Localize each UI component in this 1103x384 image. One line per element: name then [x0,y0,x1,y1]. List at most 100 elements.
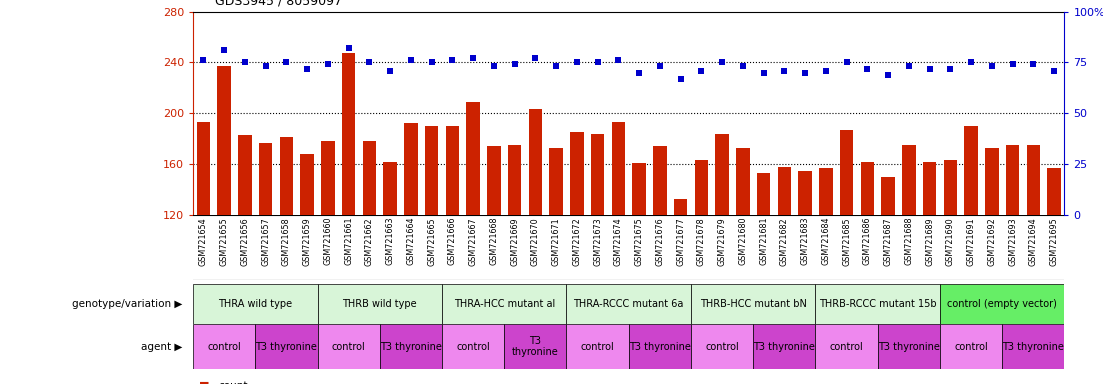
Text: GSM721672: GSM721672 [572,217,581,266]
Text: control: control [829,341,864,352]
Text: GSM721692: GSM721692 [987,217,996,266]
Point [278,59,296,65]
Bar [318,324,379,369]
Bar [923,162,936,215]
Bar [611,122,625,215]
Point [422,59,440,65]
Text: GSM721673: GSM721673 [593,217,602,266]
Bar [690,284,815,324]
Point [900,63,918,70]
Text: control: control [705,341,739,352]
Text: GSM721686: GSM721686 [863,217,871,265]
Text: GSM721657: GSM721657 [261,217,270,266]
Point [526,55,544,61]
Text: GSM721671: GSM721671 [552,217,560,266]
Text: GSM721682: GSM721682 [780,217,789,266]
Text: GDS3945 / 8059097: GDS3945 / 8059097 [215,0,342,8]
Text: T3 thyronine: T3 thyronine [753,341,815,352]
Bar [238,135,251,215]
Text: THRA-HCC mutant al: THRA-HCC mutant al [453,299,555,310]
Bar [690,324,753,369]
Bar [985,147,998,215]
Text: GSM721658: GSM721658 [282,217,291,266]
Point [589,59,607,65]
Text: GSM721683: GSM721683 [801,217,810,265]
Text: control: control [580,341,614,352]
Text: control: control [332,341,365,352]
Text: THRB wild type: THRB wild type [342,299,417,310]
Bar [504,324,567,369]
Bar [379,324,442,369]
Text: ■: ■ [199,381,210,384]
Bar [1003,324,1064,369]
Text: T3 thyronine: T3 thyronine [629,341,690,352]
Text: THRB-HCC mutant bN: THRB-HCC mutant bN [699,299,806,310]
Bar [255,324,318,369]
Text: GSM721690: GSM721690 [945,217,955,266]
Point [340,45,357,51]
Bar [193,284,318,324]
Text: T3
thyronine: T3 thyronine [512,336,559,358]
Point [962,59,979,65]
Bar [321,141,334,215]
Point [382,68,399,74]
Bar [674,199,687,215]
Text: GSM721668: GSM721668 [490,217,499,265]
Text: GSM721676: GSM721676 [655,217,664,266]
Bar [193,324,255,369]
Point [236,59,254,65]
Point [796,70,814,76]
Bar [902,145,915,215]
Bar [964,126,977,215]
Point [464,55,482,61]
Text: agent ▶: agent ▶ [140,341,182,352]
Text: count: count [218,381,248,384]
Bar [860,162,874,215]
Text: GSM721694: GSM721694 [1029,217,1038,266]
Point [630,70,647,76]
Text: GSM721675: GSM721675 [634,217,643,266]
Point [401,57,419,63]
Point [568,59,586,65]
Text: THRA wild type: THRA wild type [218,299,292,310]
Text: GSM721680: GSM721680 [738,217,748,265]
Text: GSM721687: GSM721687 [884,217,892,266]
Bar [736,147,750,215]
Text: GSM721691: GSM721691 [966,217,975,266]
Text: GSM721688: GSM721688 [904,217,913,265]
Bar [488,146,501,215]
Bar [446,126,459,215]
Text: GSM721660: GSM721660 [323,217,332,265]
Bar [570,132,583,215]
Text: GSM721662: GSM721662 [365,217,374,266]
Text: GSM721685: GSM721685 [842,217,852,266]
Text: GSM721689: GSM721689 [925,217,934,266]
Point [775,68,793,74]
Point [1046,68,1063,74]
Point [319,61,336,68]
Point [817,68,835,74]
Bar [507,145,522,215]
Text: control: control [954,341,988,352]
Text: GSM721674: GSM721674 [614,217,623,266]
Text: GSM721684: GSM721684 [822,217,831,265]
Point [983,63,1000,70]
Bar [318,284,442,324]
Bar [425,126,438,215]
Bar [363,141,376,215]
Point [547,63,565,70]
Point [754,70,772,76]
Bar [467,102,480,215]
Text: control (empty vector): control (empty vector) [947,299,1057,310]
Point [506,61,524,68]
Text: GSM721666: GSM721666 [448,217,457,265]
Point [733,63,751,70]
Text: GSM721681: GSM721681 [759,217,768,265]
Text: GSM721695: GSM721695 [1050,217,1059,266]
Point [693,68,710,74]
Text: GSM721667: GSM721667 [469,217,478,266]
Bar [549,147,563,215]
Bar [799,170,812,215]
Text: T3 thyronine: T3 thyronine [379,341,442,352]
Text: GSM721661: GSM721661 [344,217,353,265]
